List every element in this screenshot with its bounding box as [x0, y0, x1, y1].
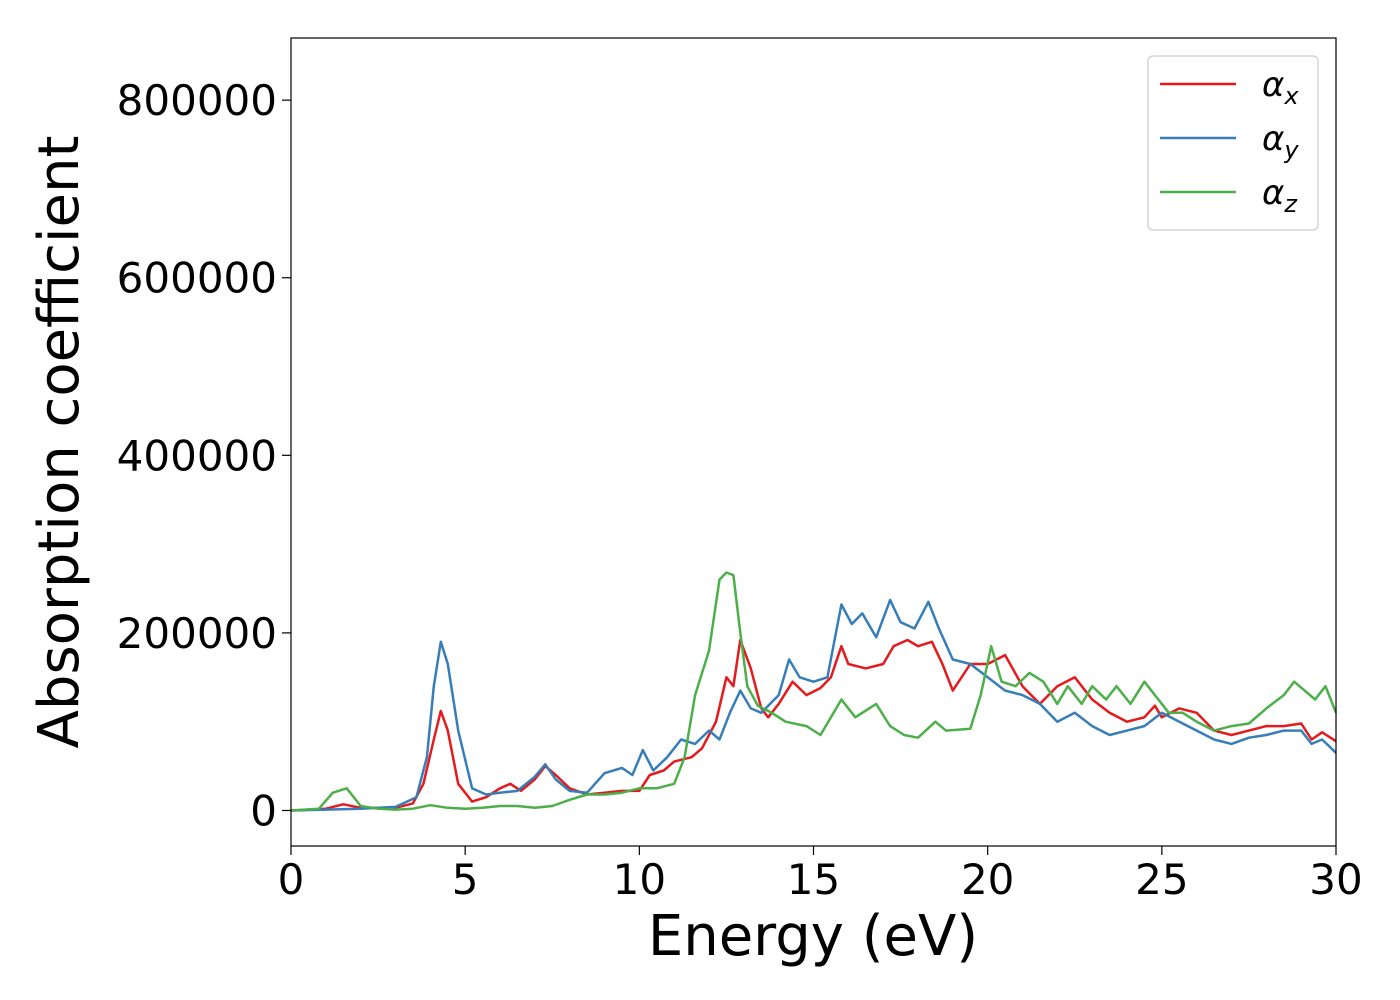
x-tick-label: 10 — [613, 855, 666, 904]
y-axis-label: Absorption coefficient — [27, 136, 92, 749]
x-tick-label: 20 — [961, 855, 1014, 904]
legend: αx αy αz — [1147, 55, 1319, 231]
x-tick-label: 15 — [787, 855, 840, 904]
y-tick-label: 0 — [250, 786, 277, 835]
y-axis: 0 200000 400000 600000 800000 — [117, 76, 291, 835]
y-tick-label: 600000 — [117, 254, 277, 303]
y-tick-label: 400000 — [117, 431, 277, 480]
x-tick-label: 30 — [1309, 855, 1362, 904]
x-tick-label: 5 — [452, 855, 479, 904]
series-layer — [290, 571, 1338, 812]
x-axis-label: Energy (eV) — [648, 904, 978, 969]
series-line-z — [290, 571, 1338, 812]
x-tick-label: 0 — [278, 855, 305, 904]
series-line-y — [290, 598, 1337, 812]
legend-label-z: αz — [1262, 173, 1298, 218]
legend-label-x: αx — [1262, 65, 1299, 110]
x-axis: 0 5 10 15 20 25 30 — [278, 846, 1363, 904]
legend-box — [1147, 55, 1319, 231]
x-tick-label: 25 — [1135, 855, 1188, 904]
legend-label-y: αy — [1262, 119, 1299, 164]
y-tick-label: 800000 — [117, 76, 277, 125]
y-tick-label: 200000 — [117, 609, 277, 658]
